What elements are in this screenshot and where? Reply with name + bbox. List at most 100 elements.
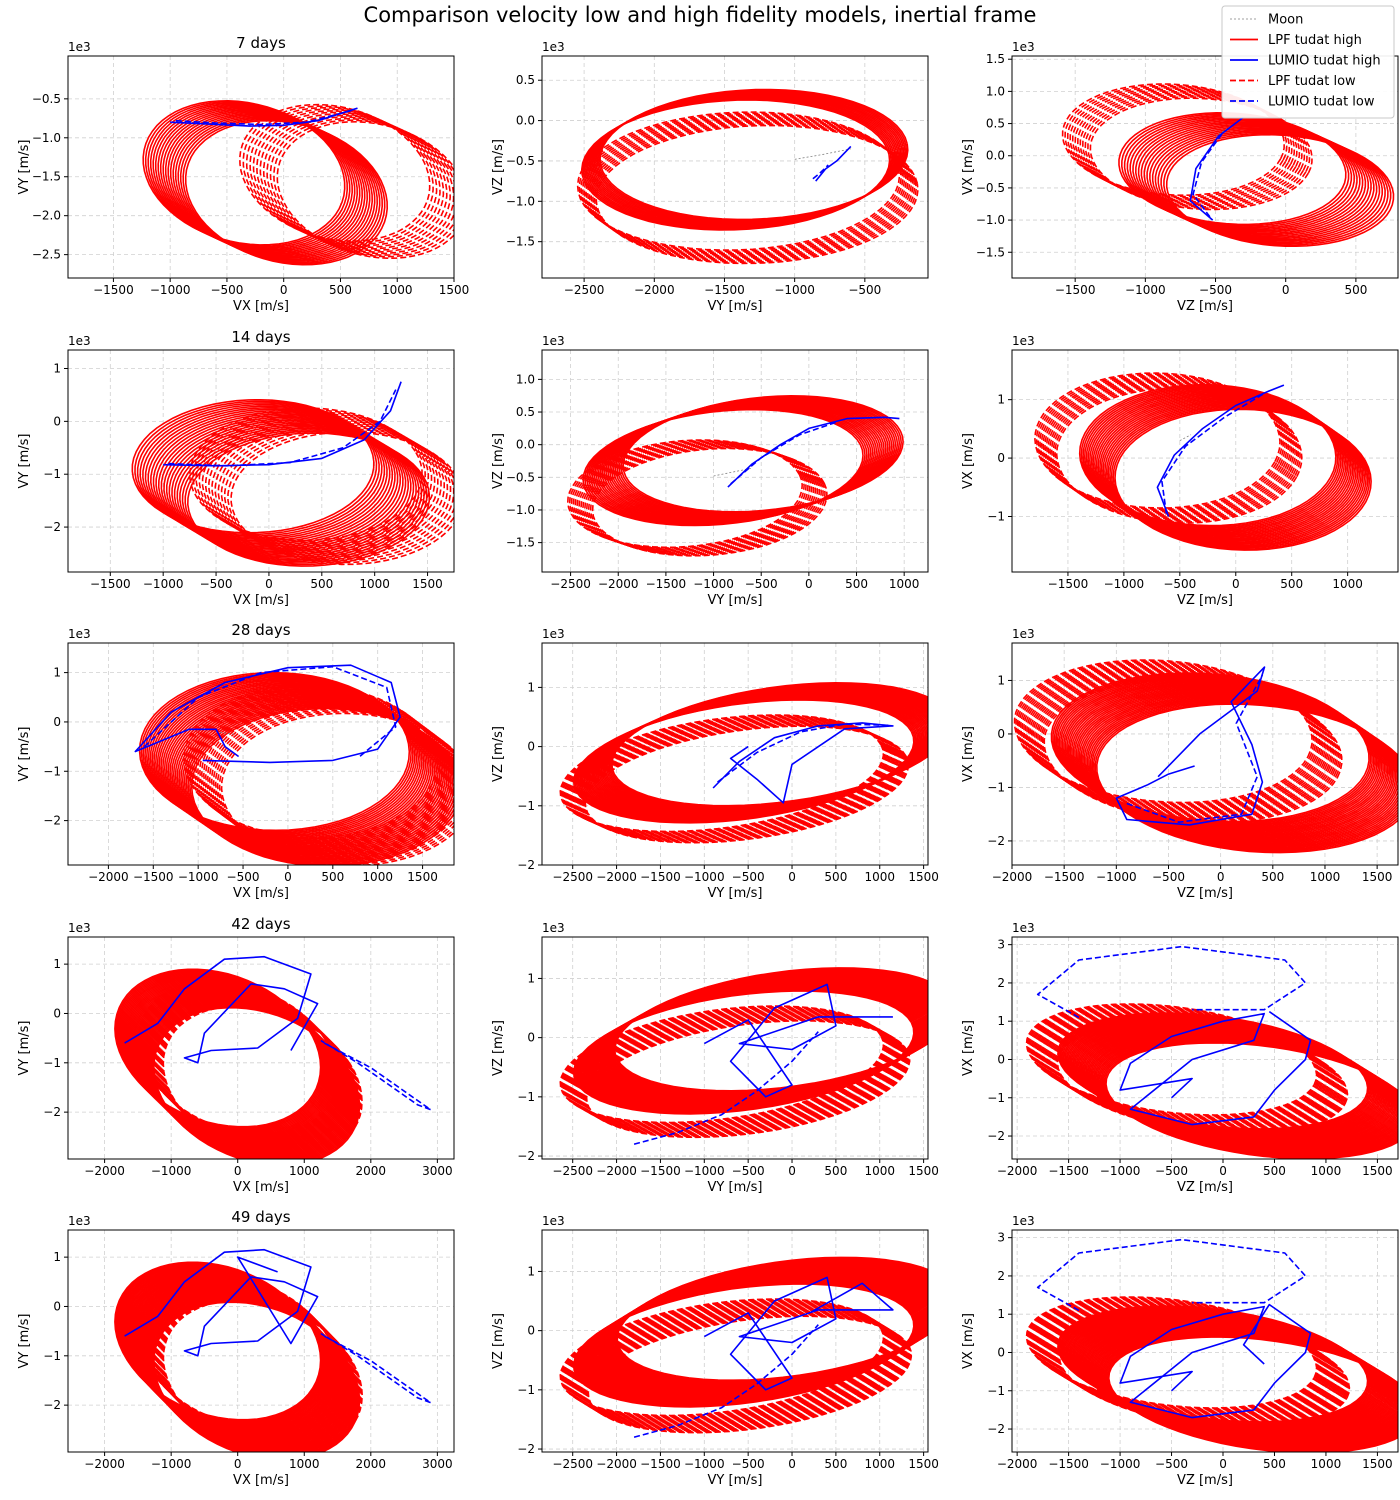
y-tick-label: −1.0 <box>32 131 61 145</box>
lpf-high-orbit <box>134 400 378 536</box>
lpf-low-orbit <box>587 1315 913 1434</box>
y-tick-label: 1 <box>53 1250 61 1264</box>
panel-1-2: −1500 −1000 −500 0 500 1000 −1 0 1 1e3 VZ [m/s] VX … <box>961 334 1399 608</box>
y-axis-label: VY [m/s] <box>17 140 32 195</box>
lpf-high-orbit <box>1095 703 1398 854</box>
y-tick-label: 3 <box>997 938 1005 952</box>
y-tick-label: −1 <box>517 799 535 813</box>
lpf-high-orbit <box>142 674 414 834</box>
lpf-high-orbit <box>165 419 410 555</box>
lpf-high-orbit <box>162 109 366 256</box>
x-axis-label: VZ [m/s] <box>1177 1180 1233 1195</box>
x-tick-label: 0 <box>284 870 292 884</box>
x-tick-label: 500 <box>1280 577 1303 591</box>
lpf-low-orbit <box>273 119 454 258</box>
panel-0-2: −1500 −1000 −500 0 500 −1.5 −1.0 −0.5 0.0 0.5 1.0 1… <box>961 40 1399 314</box>
x-tick-label: 500 <box>1344 283 1367 297</box>
x-axis-label: VZ [m/s] <box>1177 1473 1233 1488</box>
y-tick-label: −1.5 <box>32 170 61 184</box>
lpf-high-orbit <box>185 703 454 864</box>
plot-area <box>1025 1238 1398 1452</box>
x-tick-label: 1500 <box>439 283 470 297</box>
lpf-low-orbit <box>262 114 454 253</box>
panels: −1500 −1000 −500 0 500 1000 1500−2.5−2.0−1.5−1… <box>17 34 1399 1488</box>
plot-area <box>559 1256 928 1438</box>
x-tick-label: 500 <box>824 870 847 884</box>
lumio-high-trajectory <box>1119 1010 1312 1126</box>
y-tick-label: 0 <box>997 727 1005 741</box>
x-tick-label: 1500 <box>412 577 443 591</box>
legend-label: LPF tudat high <box>1268 33 1362 48</box>
y-offset-label: 1e3 <box>1012 627 1035 641</box>
x-tick-label: 0 <box>1232 577 1240 591</box>
lpf-low-orbit <box>242 105 434 244</box>
lpf-high-orbit <box>153 1301 361 1452</box>
lpf-low-orbit <box>269 117 454 256</box>
y-tick-label: 1 <box>997 673 1005 687</box>
x-tick-label: −2000 <box>992 870 1033 884</box>
axes-frame <box>541 936 929 1160</box>
lpf-high-orbit <box>144 406 388 542</box>
y-tick-label: −2 <box>987 834 1005 848</box>
y-tick-label: −0.5 <box>32 92 61 106</box>
y-axis-label: VZ [m/s] <box>491 1020 506 1076</box>
lpf-high-orbit <box>139 403 383 539</box>
axes-frame <box>541 1229 929 1453</box>
axes-frame <box>1011 936 1399 1160</box>
lpf-low-orbit <box>245 106 438 246</box>
x-tick-label: −1500 <box>1055 283 1096 297</box>
x-tick-label: 1000 <box>359 577 390 591</box>
y-tick-label: 0 <box>53 414 61 428</box>
lpf-high-orbit <box>184 430 428 566</box>
x-tick-label: 1500 <box>908 1457 939 1471</box>
lpf-high-orbit <box>152 411 396 547</box>
y-offset-label: 1e3 <box>68 921 91 935</box>
x-tick-label: −1500 <box>133 870 174 884</box>
lpf-low-orbit <box>1045 380 1293 518</box>
x-tick-label: 1500 <box>407 870 438 884</box>
panel-1-0: −1500 −1000 −500 0 500 1000 1500 −2 −1 0 1 1e3 VX [m… <box>17 328 455 608</box>
y-tick-label: −1 <box>517 1090 535 1104</box>
lumio-low-trajectory <box>730 421 838 485</box>
y-tick-label: 1 <box>53 957 61 971</box>
y-tick-label: −1 <box>43 1349 61 1363</box>
x-axis-label: VY [m/s] <box>708 593 763 608</box>
legend: Moon LPF tudat high LUMIO tudat high LPF tu… <box>1221 5 1395 119</box>
y-offset-label: 1e3 <box>542 40 565 54</box>
lpf-low-orbit <box>1044 379 1291 516</box>
x-tick-label: −2000 <box>598 577 639 591</box>
lpf-high-orbit <box>160 416 404 552</box>
panel-4-0: −2000 −1000 0 1000 2000 3000 −2 −1 0 1 1e3 VX [m/s]… <box>17 1208 455 1488</box>
plot-area <box>142 99 454 266</box>
x-tick-label: 0 <box>234 1164 242 1178</box>
y-offset-label: 1e3 <box>542 921 565 935</box>
lpf-low-orbit <box>595 124 919 265</box>
x-tick-label: 0 <box>234 1457 242 1471</box>
x-tick-label: 0 <box>1219 1457 1227 1471</box>
y-offset-label: 1e3 <box>1012 1214 1035 1228</box>
y-tick-label: 0 <box>527 1324 535 1338</box>
lpf-low-orbit <box>581 114 906 255</box>
lumio-low-trajectory <box>1161 393 1265 514</box>
x-tick-label: −1500 <box>1048 1457 1089 1471</box>
lpf-low-orbit <box>1037 374 1285 512</box>
lpf-high-orbit <box>190 707 454 865</box>
y-tick-label: −1 <box>43 1056 61 1070</box>
y-tick-label: 0.0 <box>986 149 1005 163</box>
plot-area <box>114 955 432 1159</box>
y-tick-label: 1 <box>53 362 61 376</box>
panel-2-1: −2500 −2000 −1500 −1000 −500 0 500 1000 1500 −2 −1… <box>491 627 939 901</box>
y-tick-label: −0.5 <box>506 470 535 484</box>
lpf-high-orbit <box>142 405 386 540</box>
x-tick-label: 0 <box>788 870 796 884</box>
lpf-low-orbit <box>584 725 910 844</box>
x-tick-label: 3000 <box>422 1457 453 1471</box>
y-axis-label: VX [m/s] <box>961 139 976 195</box>
lpf-low-orbit <box>249 108 441 247</box>
x-tick-label: −1000 <box>150 283 191 297</box>
x-tick-label: 500 <box>845 577 868 591</box>
x-tick-label: −1000 <box>684 870 725 884</box>
y-tick-label: 0 <box>53 715 61 729</box>
lpf-low-orbit <box>1040 376 1288 514</box>
axes-frame <box>1011 349 1399 573</box>
